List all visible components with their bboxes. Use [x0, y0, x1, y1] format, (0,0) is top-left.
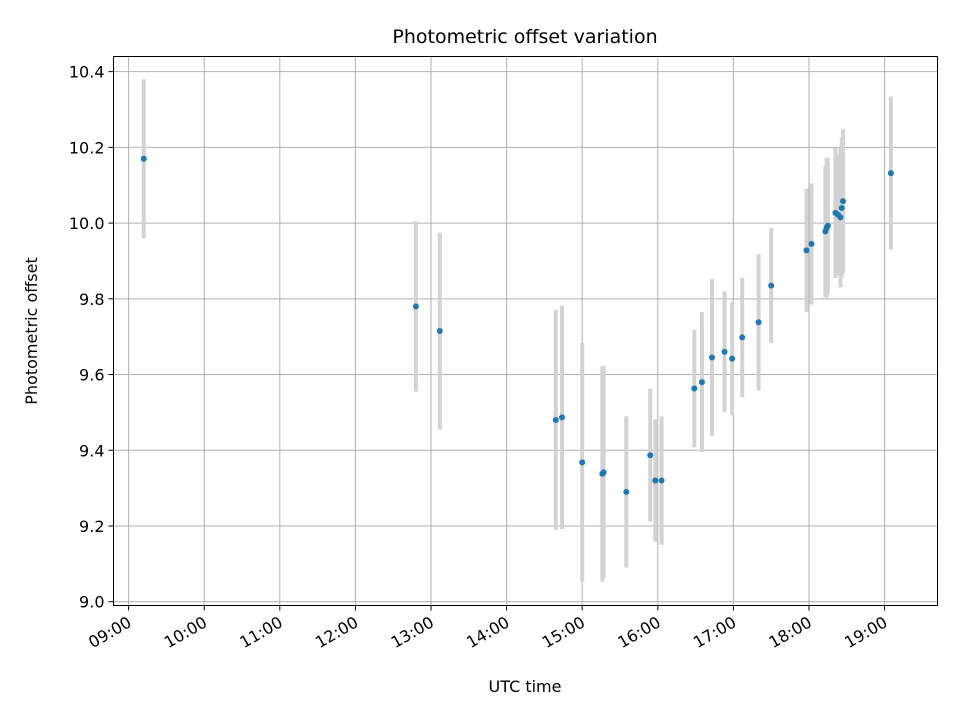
data-point: [658, 477, 665, 484]
data-point: [691, 385, 698, 392]
data-point: [140, 155, 147, 162]
data-point: [579, 459, 586, 466]
y-tick-label: 9.6: [79, 366, 104, 385]
y-tick-label: 9.8: [79, 290, 104, 309]
data-point: [887, 170, 894, 177]
grid-lines: [113, 56, 938, 606]
data-point: [647, 452, 654, 459]
data-point: [708, 354, 715, 361]
data-points: [140, 155, 894, 495]
data-point: [412, 303, 419, 310]
data-point: [623, 488, 630, 495]
data-point: [808, 240, 815, 247]
data-point: [840, 198, 847, 205]
data-point: [755, 319, 762, 326]
x-axis-title: UTC time: [489, 677, 562, 696]
data-point: [436, 328, 443, 334]
y-tick-label: 9.2: [79, 517, 104, 536]
data-point: [698, 379, 705, 386]
y-tick-label: 9.0: [79, 593, 104, 612]
data-point: [729, 355, 736, 362]
data-point: [652, 477, 659, 484]
data-point: [721, 348, 728, 355]
y-axis-title: Photometric offset: [22, 257, 41, 405]
plot-frame: [113, 56, 938, 606]
y-tick-label: 10.2: [69, 138, 105, 157]
chart-title: Photometric offset variation: [392, 26, 657, 48]
data-point: [803, 247, 810, 254]
y-tick-label: 9.4: [79, 441, 104, 460]
data-point: [559, 414, 566, 421]
data-point: [600, 469, 607, 476]
data-point: [824, 222, 831, 229]
y-tick-label: 10.0: [69, 214, 105, 233]
data-point: [838, 204, 845, 211]
data-point: [739, 334, 746, 341]
data-point: [552, 416, 559, 423]
data-point: [837, 214, 844, 221]
data-point: [768, 282, 775, 289]
y-axis-ticks: 9.0 9.2 9.4 9.6 9.8 10.0 10.2 10.4: [69, 63, 114, 612]
y-tick-label: 10.4: [69, 63, 105, 82]
